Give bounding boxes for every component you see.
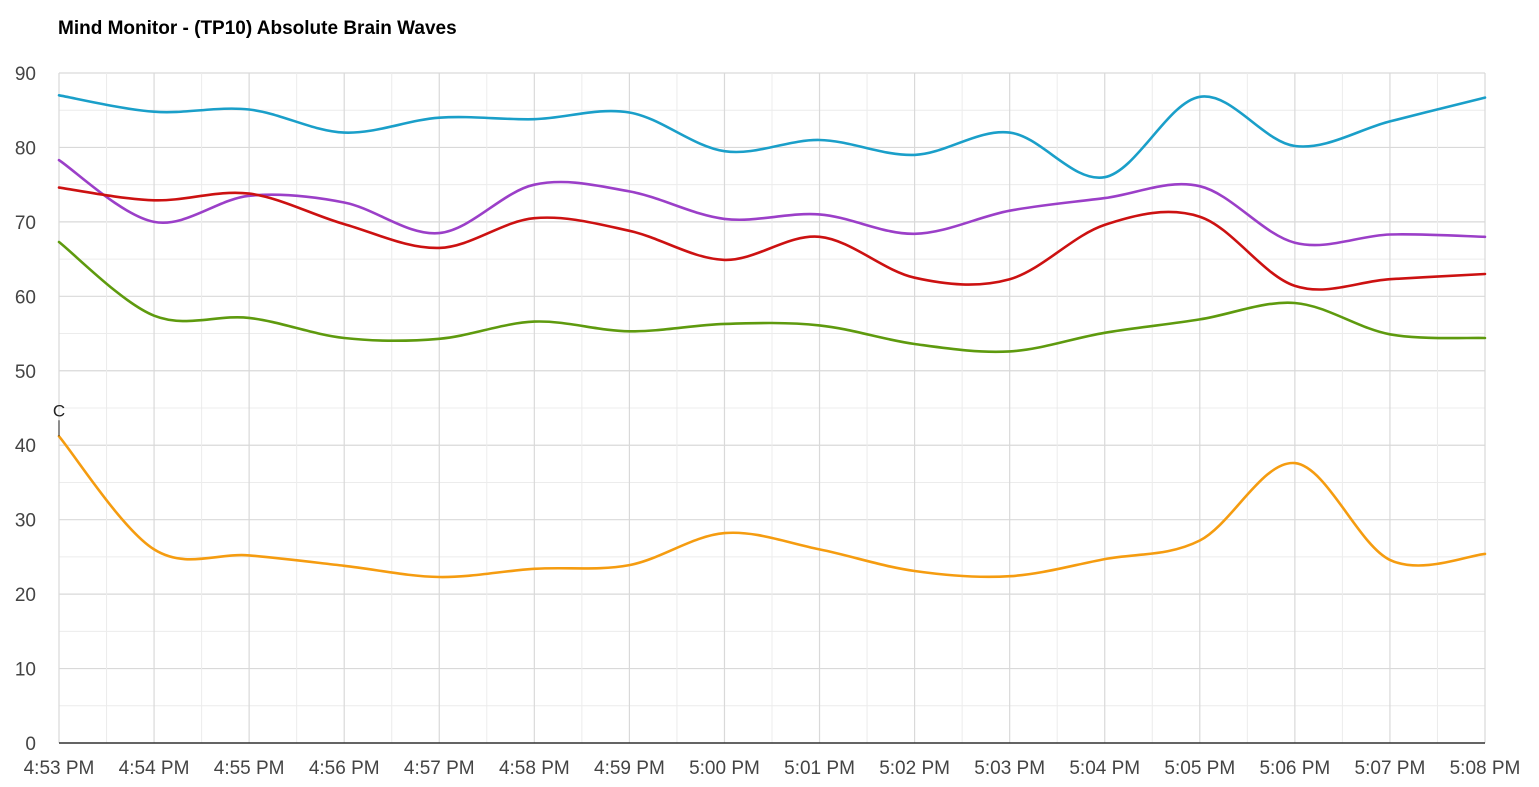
y-tick-label: 30	[15, 511, 36, 532]
x-tick-label: 5:03 PM	[974, 758, 1045, 779]
y-tick-label: 90	[15, 64, 36, 85]
series-lines	[57, 94, 1487, 579]
x-tick-label: 4:56 PM	[309, 758, 380, 779]
grid-lines	[58, 72, 1486, 744]
y-tick-label: 70	[15, 213, 36, 234]
x-axis-tick-labels: 4:53 PM 4:54 PM 4:55 PM 4:56 PM 4:57 PM 4:58 …	[24, 758, 1521, 779]
y-tick-label: 50	[15, 362, 36, 383]
x-tick-label: 4:59 PM	[594, 758, 665, 779]
series-line-5	[57, 435, 1487, 579]
y-tick-label: 10	[15, 660, 36, 681]
x-tick-label: 5:07 PM	[1355, 758, 1426, 779]
series-line-4	[57, 240, 1487, 354]
x-tick-label: 5:02 PM	[879, 758, 950, 779]
y-tick-label: 80	[15, 138, 36, 159]
chart-title: Mind Monitor - (TP10) Absolute Brain Wav…	[58, 18, 457, 39]
y-axis-tick-labels: 0 10 20 30 40 50 60 70 80 90	[15, 64, 36, 755]
y-tick-label: 0	[25, 734, 36, 755]
x-tick-label: 5:04 PM	[1069, 758, 1140, 779]
x-tick-label: 5:06 PM	[1259, 758, 1330, 779]
x-tick-label: 4:55 PM	[214, 758, 285, 779]
y-tick-label: 40	[15, 436, 36, 457]
y-tick-label: 60	[15, 287, 36, 308]
series-line-1	[57, 94, 1487, 179]
x-tick-label: 4:54 PM	[119, 758, 190, 779]
x-tick-label: 5:05 PM	[1164, 758, 1235, 779]
annotation-label: C	[53, 401, 65, 420]
x-tick-label: 4:57 PM	[404, 758, 475, 779]
x-tick-label: 4:53 PM	[24, 758, 95, 779]
series-line-3	[57, 186, 1487, 291]
y-tick-label: 20	[15, 585, 36, 606]
series-line-2	[57, 158, 1487, 247]
x-tick-label: 5:08 PM	[1450, 758, 1521, 779]
x-tick-label: 5:01 PM	[784, 758, 855, 779]
x-tick-label: 4:58 PM	[499, 758, 570, 779]
annotations: C	[53, 401, 65, 437]
x-tick-label: 5:00 PM	[689, 758, 760, 779]
